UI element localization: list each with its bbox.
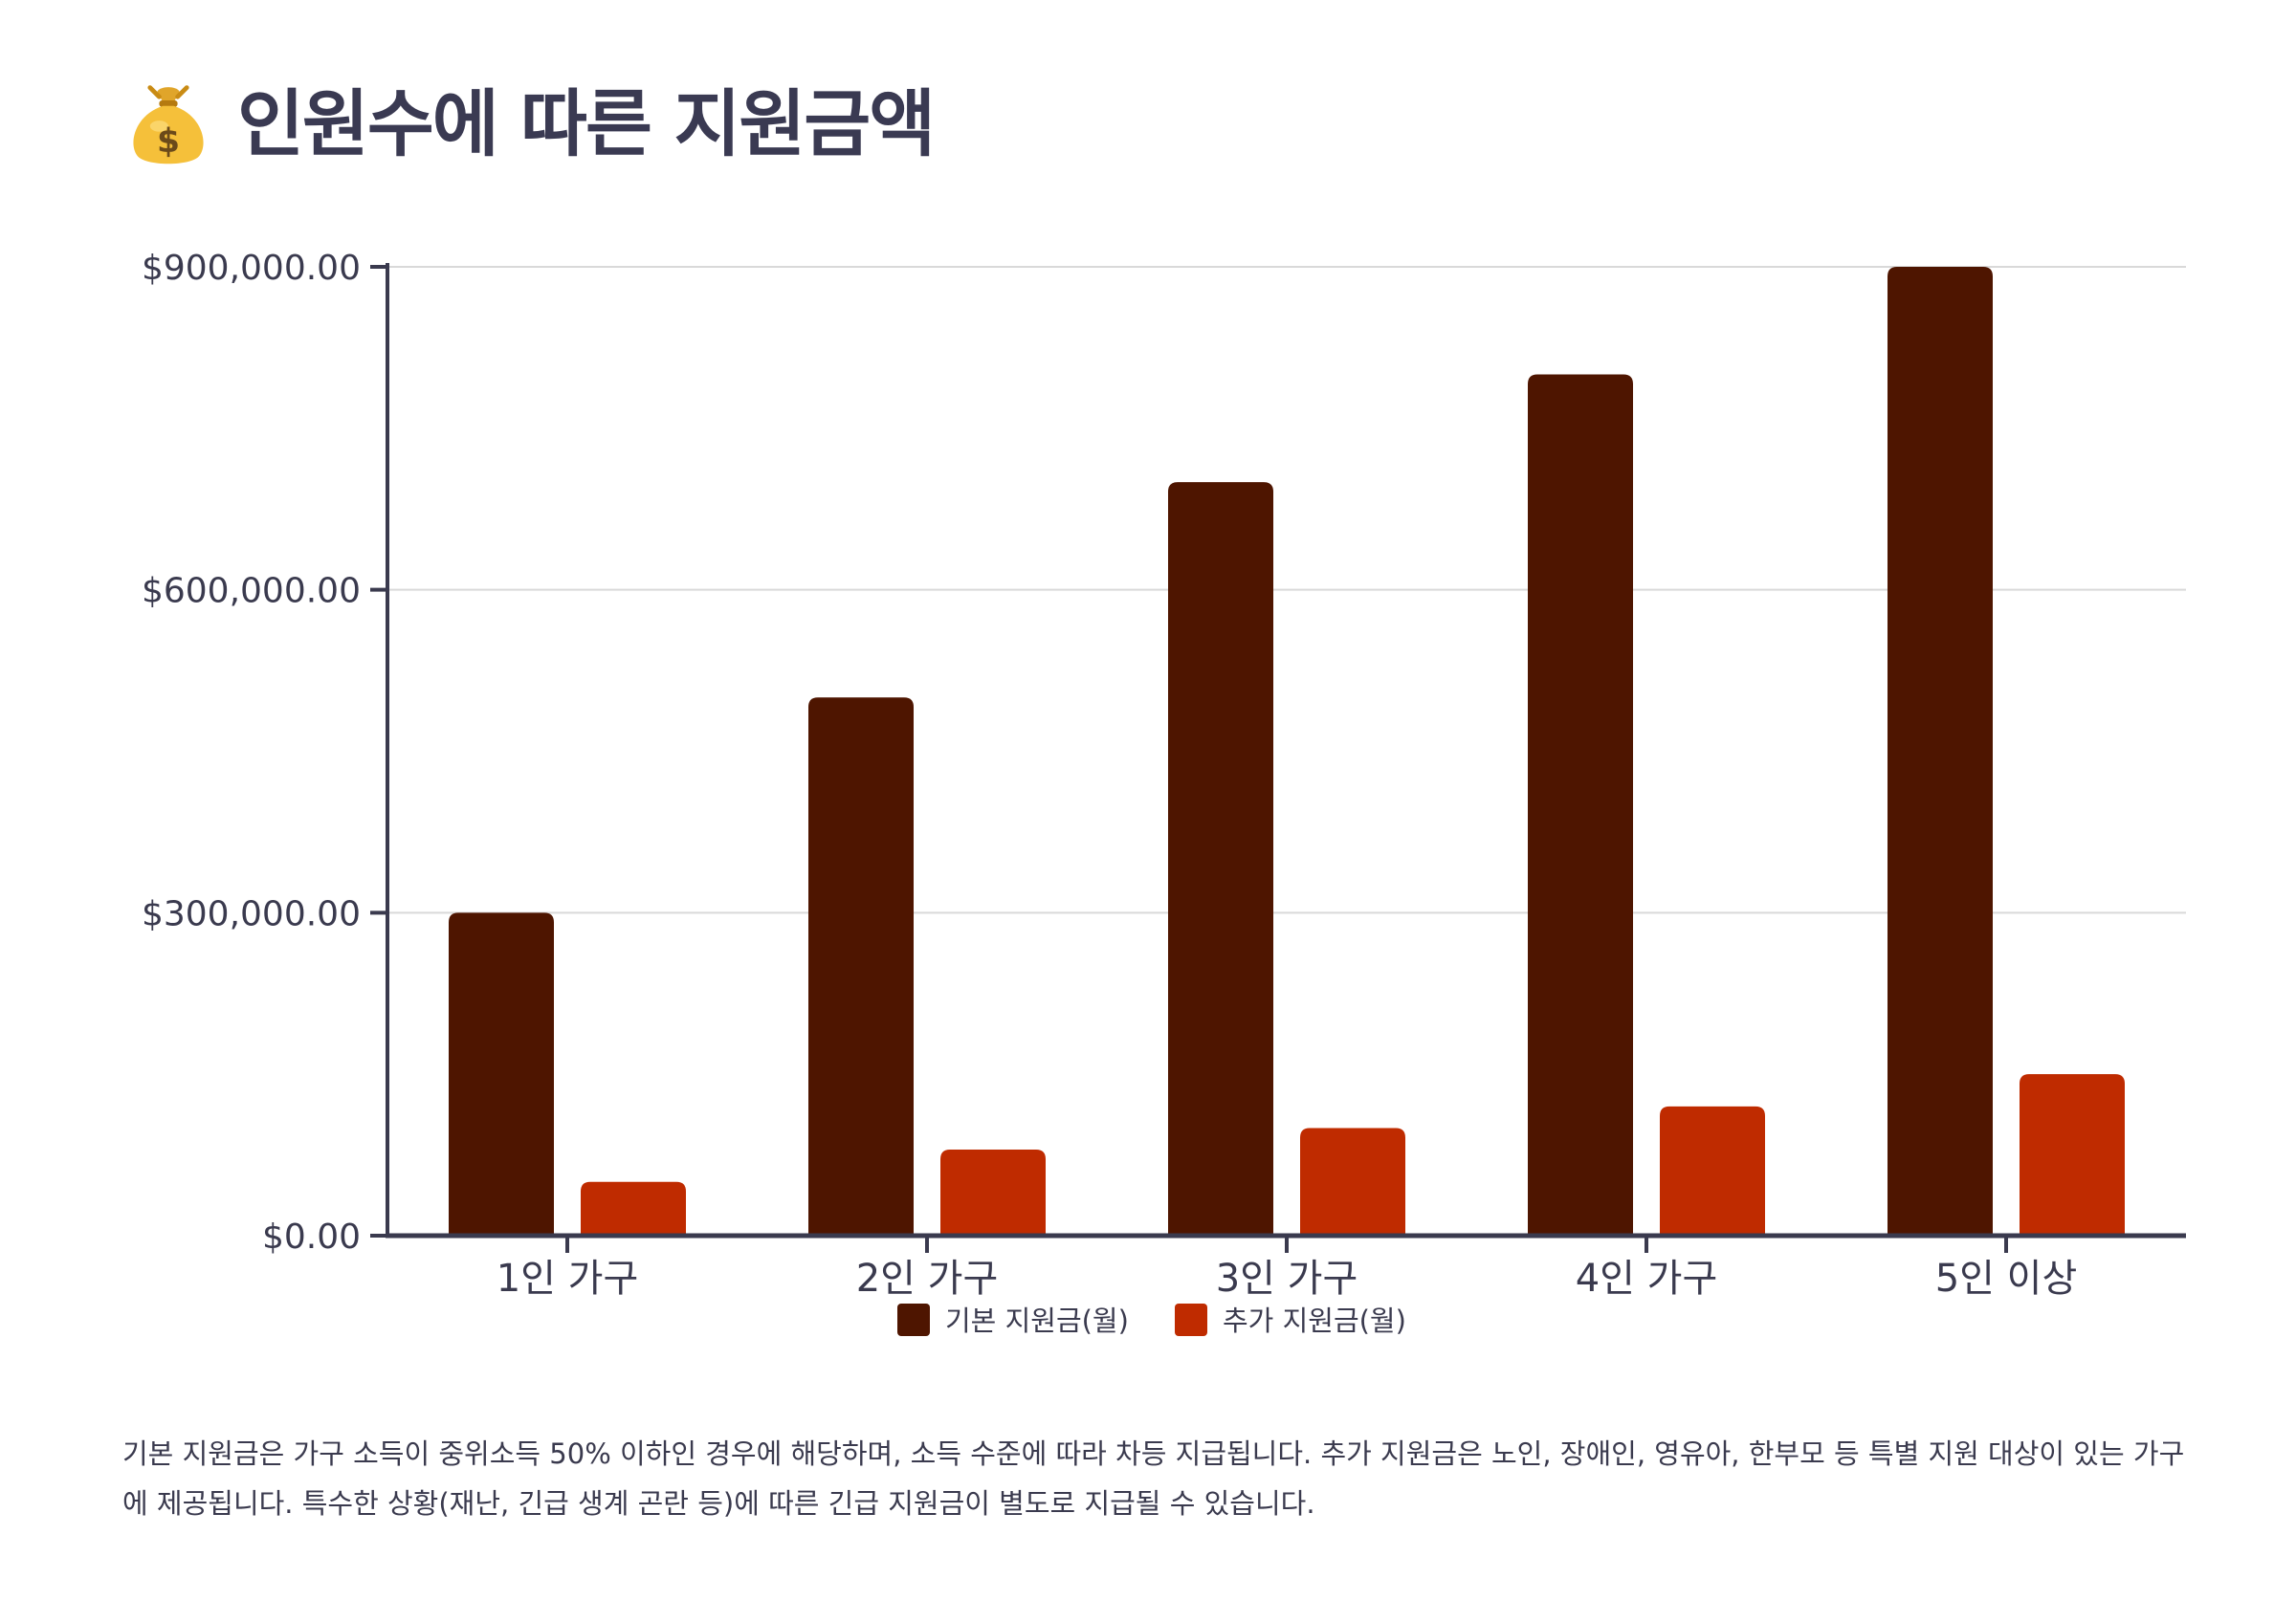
y-tick-label: $900,000.00 xyxy=(142,249,361,288)
legend-label[interactable]: 기본 지원금(월) xyxy=(945,1305,1129,1337)
legend-swatch[interactable] xyxy=(1175,1304,1207,1336)
x-tick-label: 5인 이상 xyxy=(1935,1257,2078,1301)
x-tick-label: 1인 가구 xyxy=(497,1257,639,1301)
bar-base[interactable] xyxy=(1168,482,1273,1237)
chart-title: $ 인원수에 따른 지원금액 xyxy=(122,78,936,170)
bar-extra[interactable] xyxy=(1660,1106,1765,1236)
page-title: 인원수에 따른 지원금액 xyxy=(237,81,936,166)
y-tick-label: $300,000.00 xyxy=(142,894,361,933)
bar-extra[interactable] xyxy=(2020,1074,2125,1236)
y-tick-label: $600,000.00 xyxy=(142,572,361,611)
bar-base[interactable] xyxy=(1888,267,1993,1236)
bar-chart: $0.00 $300,000.00 $600,000.00 $900,000.00 1인… xyxy=(142,249,2186,1337)
money-bag-icon: $ xyxy=(133,85,204,164)
x-tick-label: 2인 가구 xyxy=(856,1257,999,1301)
svg-text:$: $ xyxy=(157,122,180,161)
bar-extra[interactable] xyxy=(1300,1128,1405,1236)
y-tick-label: $0.00 xyxy=(262,1217,361,1257)
bar-extra[interactable] xyxy=(940,1149,1046,1236)
x-tick-label: 3인 가구 xyxy=(1216,1257,1358,1301)
footnote: 기본 지원금은 가구 소득이 중위소득 50% 이하인 경우에 해당하며, 소득… xyxy=(122,1437,2185,1520)
legend-swatch[interactable] xyxy=(897,1304,930,1336)
legend-label[interactable]: 추가 지원금(월) xyxy=(1223,1305,1406,1337)
bar-extra[interactable] xyxy=(581,1181,686,1236)
bar-base[interactable] xyxy=(449,912,554,1236)
bar-base[interactable] xyxy=(1528,374,1633,1236)
x-tick-label: 4인 가구 xyxy=(1576,1257,1718,1301)
bar-base[interactable] xyxy=(808,697,914,1236)
